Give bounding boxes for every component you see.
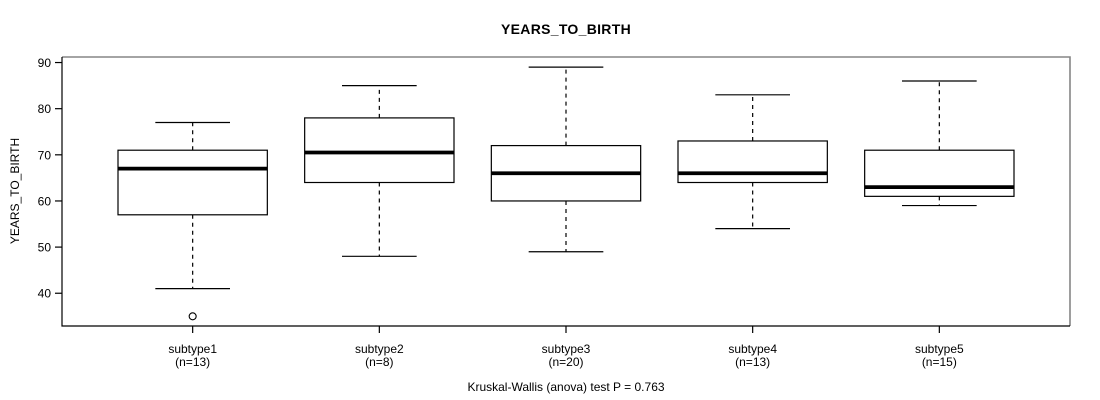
y-tick-label: 50 bbox=[38, 241, 52, 255]
box-subtype3: subtype3(n=20) bbox=[490, 66, 642, 369]
category-count-label: (n=8) bbox=[365, 355, 393, 369]
chart-title: YEARS_TO_BIRTH bbox=[501, 21, 631, 37]
iqr-box bbox=[117, 149, 268, 216]
plot-frame-top-right bbox=[62, 56, 1071, 326]
iqr-box bbox=[864, 149, 1015, 197]
y-tick-label: 90 bbox=[38, 56, 52, 70]
plot-frame-left-bottom bbox=[61, 57, 1070, 327]
y-tick-label: 60 bbox=[38, 194, 52, 208]
category-count-label: (n=13) bbox=[175, 355, 210, 369]
category-label: subtype2 bbox=[355, 342, 404, 356]
box-subtype2: subtype2(n=8) bbox=[304, 85, 455, 369]
category-label: subtype1 bbox=[168, 342, 217, 356]
box-subtype5: subtype5(n=15) bbox=[864, 80, 1015, 369]
y-tick-label: 80 bbox=[38, 102, 52, 116]
y-tick-label: 70 bbox=[38, 148, 52, 162]
kruskal-wallis-note: Kruskal-Wallis (anova) test P = 0.763 bbox=[467, 380, 665, 394]
box-subtype1: subtype1(n=13) bbox=[117, 121, 268, 369]
box-subtype4: subtype4(n=13) bbox=[677, 94, 828, 369]
category-count-label: (n=13) bbox=[735, 355, 770, 369]
iqr-box bbox=[304, 117, 455, 184]
iqr-box bbox=[677, 140, 828, 184]
y-tick-label: 40 bbox=[38, 287, 52, 301]
category-label: subtype5 bbox=[915, 342, 964, 356]
category-count-label: (n=20) bbox=[548, 355, 583, 369]
category-label: subtype4 bbox=[728, 342, 777, 356]
outlier-point bbox=[188, 312, 197, 321]
category-label: subtype3 bbox=[542, 342, 591, 356]
category-count-label: (n=15) bbox=[922, 355, 957, 369]
